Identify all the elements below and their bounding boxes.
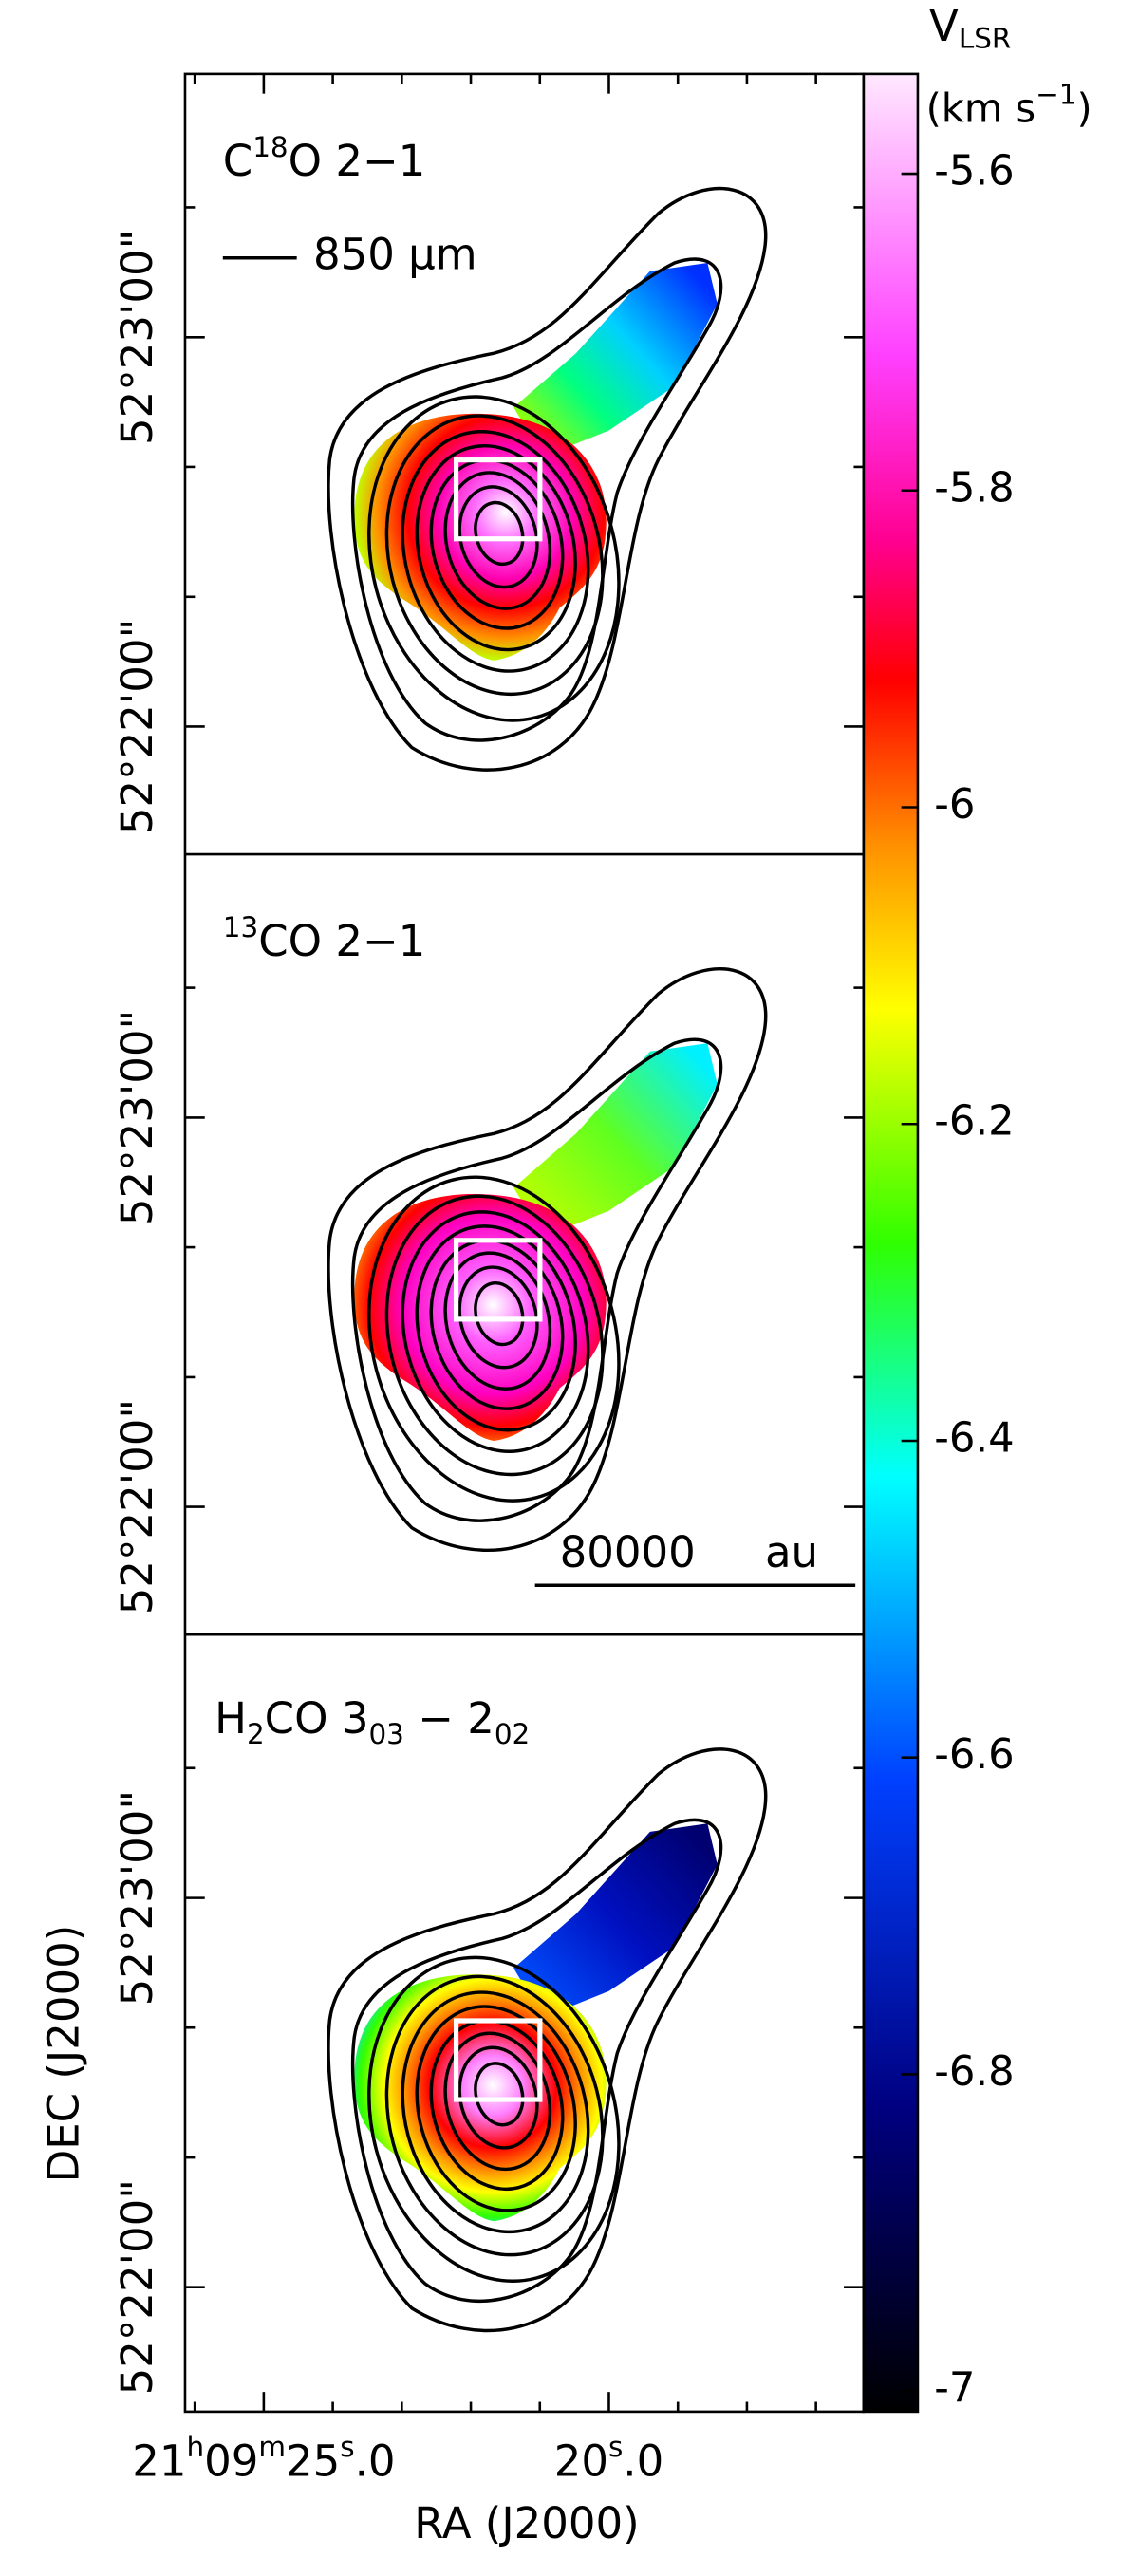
colorbar-tick-label: -6.2	[934, 1098, 1014, 1146]
contour	[367, 395, 621, 722]
label-part: V	[929, 1, 959, 51]
panel-map	[327, 186, 768, 772]
label-part: 02	[495, 1717, 530, 1749]
y-tick-label: 52°23'00"	[112, 230, 162, 445]
frame	[183, 72, 866, 2414]
label-part: 2	[247, 1717, 265, 1749]
label-part: s	[340, 2430, 354, 2462]
contour	[401, 1210, 590, 1453]
contour	[350, 1818, 723, 2304]
panel-map	[327, 967, 768, 1553]
y-axis-label: DEC (J2000)	[38, 1925, 88, 2183]
panel-map	[327, 1747, 768, 2333]
contour	[327, 967, 768, 1553]
y-tick-label: 52°23'00"	[112, 1010, 162, 1225]
contour	[327, 186, 768, 772]
contour	[384, 414, 605, 697]
contour	[384, 1194, 605, 1477]
reference-box	[453, 2018, 543, 2102]
label-part: 21	[132, 2436, 186, 2486]
colorbar-tick-label: -6.6	[934, 1731, 1014, 1779]
x-tick-label: 20s.0	[554, 2430, 664, 2486]
colorbar-tick-label: -6.4	[934, 1414, 1014, 1462]
contour	[350, 257, 723, 742]
reference-box	[453, 1238, 543, 1322]
contour	[457, 485, 539, 589]
colorbar-tick-label: -5.8	[934, 464, 1014, 512]
contour	[367, 1955, 621, 2283]
label-part: 18	[252, 130, 288, 162]
y-tick-label: 52°22'00"	[112, 2179, 162, 2395]
label-part: )	[1077, 85, 1092, 132]
label-part: 13	[223, 910, 258, 943]
velocity-tail	[513, 1823, 718, 2018]
x-axis-label: RA (J2000)	[414, 2498, 639, 2548]
x-tick-label: 21h09m25s.0	[132, 2430, 395, 2486]
colorbar-unit: (km s−1)	[926, 78, 1092, 132]
label-part: C	[223, 136, 252, 186]
velocity-tail	[513, 1043, 718, 1238]
y-tick-label: 52°22'00"	[112, 1399, 162, 1615]
colorbar-title: VLSR	[929, 1, 1011, 54]
y-tick-label: 52°23'00"	[112, 1790, 162, 2006]
contour	[415, 443, 577, 652]
colorbar	[862, 72, 920, 2414]
label-part: 25	[286, 2436, 340, 2486]
contour	[401, 1990, 590, 2234]
contour	[443, 2031, 552, 2172]
contour	[457, 2045, 539, 2150]
label-part: −1	[1036, 78, 1076, 110]
colorbar-tick-label: -6.8	[934, 2048, 1014, 2096]
colorbar-tick-label: -7	[934, 2365, 975, 2413]
label-part: .0	[623, 2436, 663, 2486]
label-part: s	[608, 2430, 623, 2462]
label-part: − 2	[404, 1693, 495, 1744]
contour	[384, 1974, 605, 2257]
frames	[183, 72, 866, 2414]
panel-label: C18O 2−1	[223, 130, 426, 186]
label-part: 09	[204, 2436, 258, 2486]
label-part: m	[258, 2430, 286, 2462]
contour	[457, 1265, 539, 1370]
label-part: h	[186, 2430, 204, 2462]
colorbar-tick-label: -6	[934, 781, 975, 829]
label-part: O 2−1	[289, 136, 426, 186]
label-part: CO 3	[265, 1693, 369, 1744]
contour	[415, 1224, 577, 1432]
contour	[443, 1251, 552, 1391]
continuum-label: 850 μm	[313, 230, 477, 280]
contour	[367, 1175, 621, 1503]
contour	[350, 1037, 723, 1522]
label-part: (km s	[926, 85, 1036, 132]
label-part: CO 2−1	[258, 916, 425, 966]
label-part: H	[215, 1693, 247, 1744]
panel-label: 13CO 2−1	[223, 910, 426, 966]
label-part: LSR	[959, 22, 1011, 54]
label-part: 03	[368, 1717, 403, 1749]
panel-label: H2CO 303 − 202	[215, 1693, 530, 1749]
maps	[327, 186, 768, 2333]
velocity-tail	[513, 262, 718, 457]
y-tick-label: 52°22'00"	[112, 619, 162, 834]
scale-bar-label: 80000	[560, 1527, 696, 1577]
colorbar-tick-label: -5.6	[934, 148, 1014, 196]
contour	[401, 430, 590, 673]
contour	[443, 471, 552, 610]
reference-box	[453, 457, 543, 542]
label-part: 20	[554, 2436, 608, 2486]
contour	[327, 1747, 768, 2333]
contour	[415, 2005, 577, 2212]
scale-bar-unit: au	[765, 1527, 818, 1577]
label-part: .0	[355, 2436, 396, 2486]
